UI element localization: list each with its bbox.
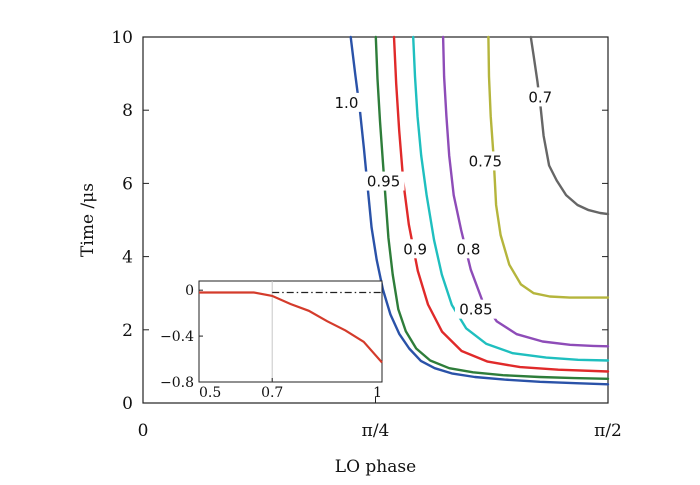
y-tick-label-4: 4 [122, 248, 133, 268]
contour-line-0-7 [529, 35, 610, 216]
y-tick-label-6: 6 [122, 174, 133, 194]
y-tick-label-2: 2 [122, 321, 133, 341]
x-tick-label-4: π/4 [362, 421, 390, 441]
contour-label-1-0: 1.0 [335, 94, 359, 112]
inset-y-tick-label-0-4: −0.4 [160, 329, 194, 345]
contour-line-0-9 [392, 35, 610, 373]
y-tick-label-0: 0 [122, 394, 133, 414]
contour-lines [349, 35, 610, 386]
contour-line-1-0 [349, 35, 610, 386]
contour-line-0-85 [412, 35, 610, 362]
contour-line-0-75 [487, 35, 610, 299]
x-tick-label-2: π/2 [594, 421, 622, 441]
contour-label-bg-0-75 [464, 151, 507, 171]
contour-label-bg-0-7 [523, 87, 557, 107]
inset-series-solid [199, 291, 383, 364]
inset-plot: 0.5 0.7 1 0 −0.4 −0.8 [160, 280, 383, 401]
inset-x-tick-label-0-7: 0.7 [261, 385, 283, 401]
contour-label-bg-0-95 [362, 171, 405, 191]
contour-label-0-7: 0.7 [528, 88, 552, 106]
inset-series [199, 281, 383, 382]
inset-y-tick-label-0: 0 [185, 283, 194, 299]
contour-line-0-8 [441, 35, 610, 348]
inset-x-tick-label-0-5: 0.5 [199, 385, 221, 401]
contour-label-0-8: 0.8 [457, 240, 481, 258]
contour-label-bg-0-8 [451, 239, 485, 259]
y-axis-title: Time /μs [78, 183, 98, 257]
x-tick-label-0: 0 [138, 421, 149, 441]
contour-label-0-85: 0.85 [459, 301, 492, 319]
x-axis-title: LO phase [335, 457, 416, 477]
contour-label-bg-0-85 [454, 299, 497, 319]
inset-axis-ticks: 0.5 0.7 1 0 −0.4 −0.8 [160, 283, 383, 401]
contour-label-0-9: 0.9 [403, 240, 427, 258]
inset-x-tick-label-1: 1 [373, 385, 382, 401]
inset-frame [198, 280, 383, 383]
contour-label-bg-1-0 [329, 92, 363, 112]
contour-label-0-95: 0.95 [367, 173, 400, 191]
inset-background [199, 281, 382, 382]
y-tick-label-8: 8 [122, 101, 133, 121]
contour-labels: 1.0 0.95 0.9 0.85 0.8 0.75 0.7 [329, 87, 557, 319]
y-tick-label-10: 10 [111, 28, 133, 48]
contour-label-bg-0-9 [398, 239, 432, 259]
contour-label-0-75: 0.75 [469, 152, 502, 170]
inset-y-tick-label-0-8: −0.8 [160, 375, 194, 391]
contour-line-0-95 [374, 35, 610, 380]
